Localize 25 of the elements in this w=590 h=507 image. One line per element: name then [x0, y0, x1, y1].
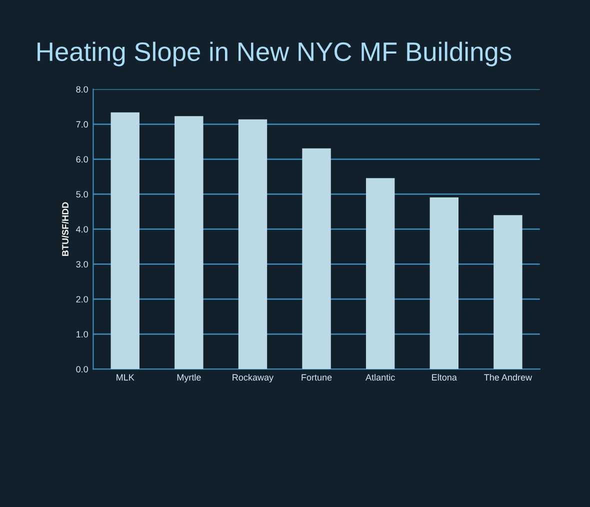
- x-tick-label: Myrtle: [177, 374, 201, 382]
- y-tick-label: 5.0: [76, 191, 88, 198]
- y-axis-title: BTU/SF/HDD: [62, 202, 69, 256]
- x-tick-label: The Andrew: [484, 374, 532, 381]
- bar: [430, 197, 458, 370]
- bar: [366, 178, 395, 370]
- x-tick-label: Fortune: [302, 374, 332, 381]
- bar: [174, 116, 204, 370]
- y-tick-label: 1.0: [76, 331, 88, 338]
- x-tick-label: Eltona: [432, 374, 457, 381]
- y-tick-label: 4.0: [76, 226, 88, 233]
- bar: [302, 148, 331, 370]
- bar: [238, 119, 268, 370]
- y-tick-label: 7.0: [76, 121, 88, 128]
- y-tick-label: 8.0: [76, 86, 88, 93]
- x-tick-label: MLK: [116, 374, 134, 380]
- y-tick-label: 0.0: [76, 366, 88, 372]
- y-tick-label: 2.0: [76, 296, 88, 302]
- x-tick-label: Atlantic: [366, 374, 395, 381]
- bar: [494, 215, 522, 370]
- chart-title: Heating Slope in New NYC MF Buildings: [38, 42, 512, 66]
- y-tick-label: 6.0: [76, 156, 88, 163]
- x-tick-label: Rockaway: [232, 374, 274, 382]
- bar: [110, 112, 140, 370]
- y-tick-label: 3.0: [76, 261, 88, 268]
